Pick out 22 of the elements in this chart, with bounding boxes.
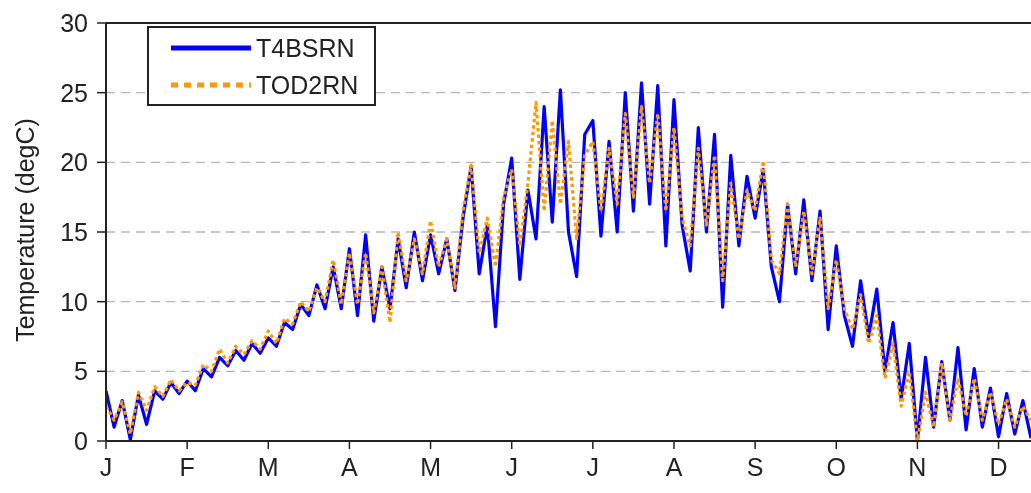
- x-tick-label: O: [826, 452, 846, 481]
- x-tick-label: M: [257, 452, 279, 481]
- y-tick-label: 25: [60, 78, 88, 107]
- x-tick-label: J: [586, 452, 600, 481]
- legend-label: TOD2RN: [256, 70, 359, 99]
- y-tick-label: 15: [60, 217, 88, 246]
- x-tick-label: A: [341, 452, 359, 481]
- x-tick-label: J: [505, 452, 518, 481]
- y-tick-label: 0: [74, 426, 88, 455]
- y-tick-label: 10: [60, 287, 88, 316]
- y-tick-label: 20: [60, 148, 88, 177]
- x-tick-label: M: [420, 452, 441, 481]
- x-tick-label: S: [746, 452, 764, 481]
- x-tick-label: F: [179, 452, 195, 481]
- legend-label: T4BSRN: [256, 33, 355, 62]
- y-axis-title: Temperature (degC): [11, 118, 39, 342]
- x-tick-label: J: [99, 452, 113, 481]
- x-tick-label: A: [665, 452, 683, 481]
- y-tick-label: 5: [74, 357, 88, 386]
- x-tick-label: D: [989, 452, 1008, 481]
- x-tick-label: N: [908, 452, 927, 481]
- y-tick-label: 30: [60, 8, 88, 37]
